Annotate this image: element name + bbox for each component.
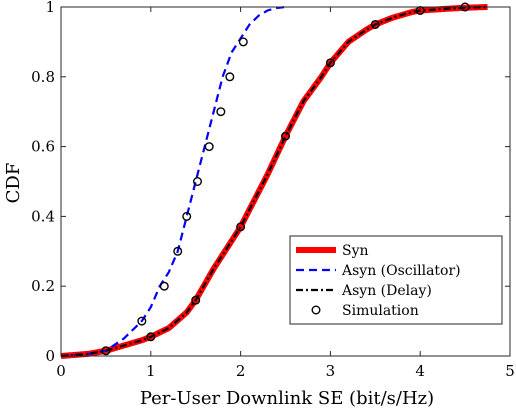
legend: Syn Asyn (Oscillator) Asyn (Delay) Simulati… [289, 235, 503, 325]
x-tick-label: 0 [56, 362, 66, 380]
simulation-marker [159, 281, 169, 291]
series-line-asyn-oscillator [60, 5, 286, 358]
simulation-marker [325, 58, 335, 68]
y-tick-label: 0.2 [31, 277, 55, 295]
simulation-marker [101, 346, 111, 356]
simulation-marker [192, 176, 202, 186]
legend-entry-label: Asyn (Delay) [341, 283, 432, 299]
x-axis-label: Per-User Downlink SE (bit/s/Hz) [140, 388, 434, 409]
y-tick-label: 0.4 [31, 207, 55, 225]
y-tick-label: 0.8 [31, 68, 55, 86]
x-tick-label: 4 [415, 362, 425, 380]
y-axis-label: CDF [3, 163, 24, 204]
axes-layer: 0 1 2 3 4 5 0 0.2 0.4 0.6 0.8 1 [31, 0, 515, 380]
series-line-asyn-delay [60, 5, 488, 358]
x-tick-label: 2 [236, 362, 246, 380]
simulation-marker [281, 131, 291, 141]
simulation-marker [146, 332, 156, 342]
simulation-marker [238, 37, 248, 47]
simulation-marker [191, 295, 201, 305]
x-tick-label: 1 [146, 362, 156, 380]
simulation-marker [182, 211, 192, 221]
legend-entry-label: Syn [342, 243, 369, 259]
simulation-marker [173, 246, 183, 256]
x-tick-label: 5 [505, 362, 515, 380]
y-tick-label: 1 [45, 0, 55, 16]
simulation-marker [204, 142, 214, 152]
simulation-marker [370, 19, 380, 29]
simulation-marker [236, 222, 246, 232]
legend-swatch-simulation [311, 305, 321, 315]
y-tick-label: 0.6 [31, 138, 55, 156]
y-tick-label: 0 [45, 347, 55, 365]
simulation-marker [225, 72, 235, 82]
legend-entry-label: Asyn (Oscillator) [341, 263, 461, 279]
simulation-marker [216, 107, 226, 117]
series-layer [60, 2, 488, 359]
simulation-marker [137, 316, 147, 326]
legend-entry-label: Simulation [342, 303, 419, 319]
x-tick-label: 3 [326, 362, 336, 380]
axes-frame [60, 6, 511, 357]
